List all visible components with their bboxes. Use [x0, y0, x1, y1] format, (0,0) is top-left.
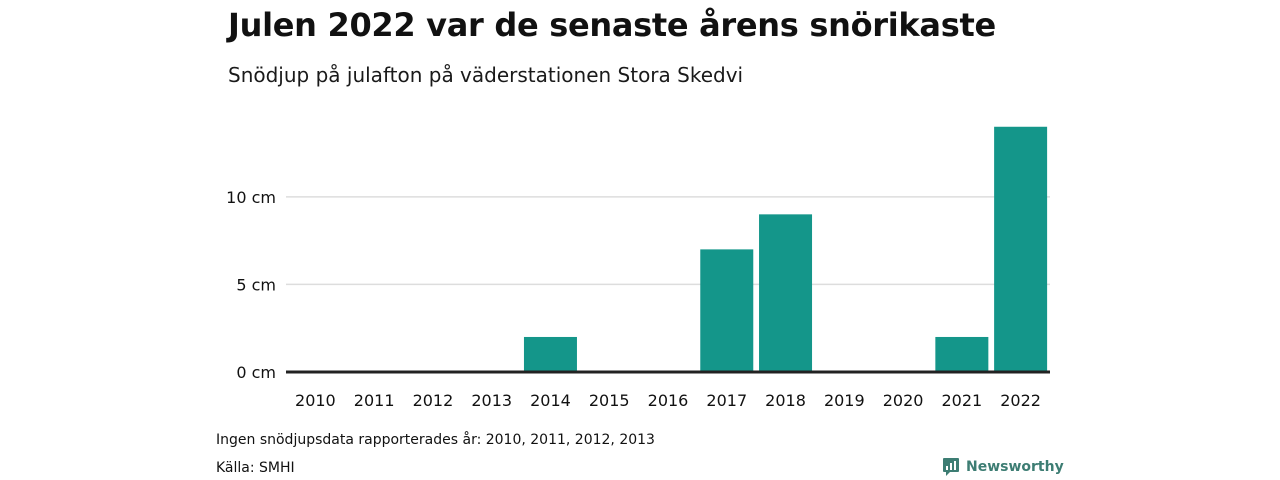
newsworthy-brand[interactable]: Newsworthy	[942, 457, 1064, 477]
source-label: Källa: SMHI	[216, 460, 295, 476]
bar-2017	[700, 249, 754, 372]
x-tick-label: 2021	[941, 391, 982, 410]
bar-2018	[759, 214, 813, 372]
y-axis-ticks: 0 cm 5 cm 10 cm	[226, 188, 276, 382]
x-tick-label: 2022	[1000, 391, 1041, 410]
chart-title: Julen 2022 var de senaste årens snörikas…	[228, 6, 996, 44]
chart-subtitle: Snödjup på julafton på väderstationen St…	[228, 63, 744, 87]
x-tick-label: 2014	[530, 391, 571, 410]
bar-2022	[994, 126, 1048, 372]
y-tick-label: 0 cm	[236, 363, 276, 382]
x-tick-label: 2015	[589, 391, 630, 410]
bar-2014	[523, 336, 577, 372]
bars	[523, 126, 1048, 372]
y-tick-label: 5 cm	[236, 275, 276, 294]
missing-data-note: Ingen snödjupsdata rapporterades år: 201…	[216, 432, 655, 448]
gridlines	[286, 196, 1050, 286]
newsworthy-logo-icon	[943, 458, 959, 476]
x-tick-label: 2020	[883, 391, 924, 410]
brand-name: Newsworthy	[966, 459, 1064, 475]
y-tick-label: 10 cm	[226, 188, 276, 207]
x-axis-ticks: 2010 2011 2012 2013 2014 2015 2016 2017 2018 2019…	[295, 391, 1041, 410]
x-tick-label: 2019	[824, 391, 865, 410]
x-tick-label: 2012	[413, 391, 454, 410]
x-tick-label: 2017	[706, 391, 747, 410]
x-tick-label: 2013	[471, 391, 512, 410]
x-tick-label: 2016	[648, 391, 689, 410]
bar-2021	[935, 336, 989, 372]
x-tick-label: 2018	[765, 391, 806, 410]
x-tick-label: 2011	[354, 391, 395, 410]
x-tick-label: 2010	[295, 391, 336, 410]
